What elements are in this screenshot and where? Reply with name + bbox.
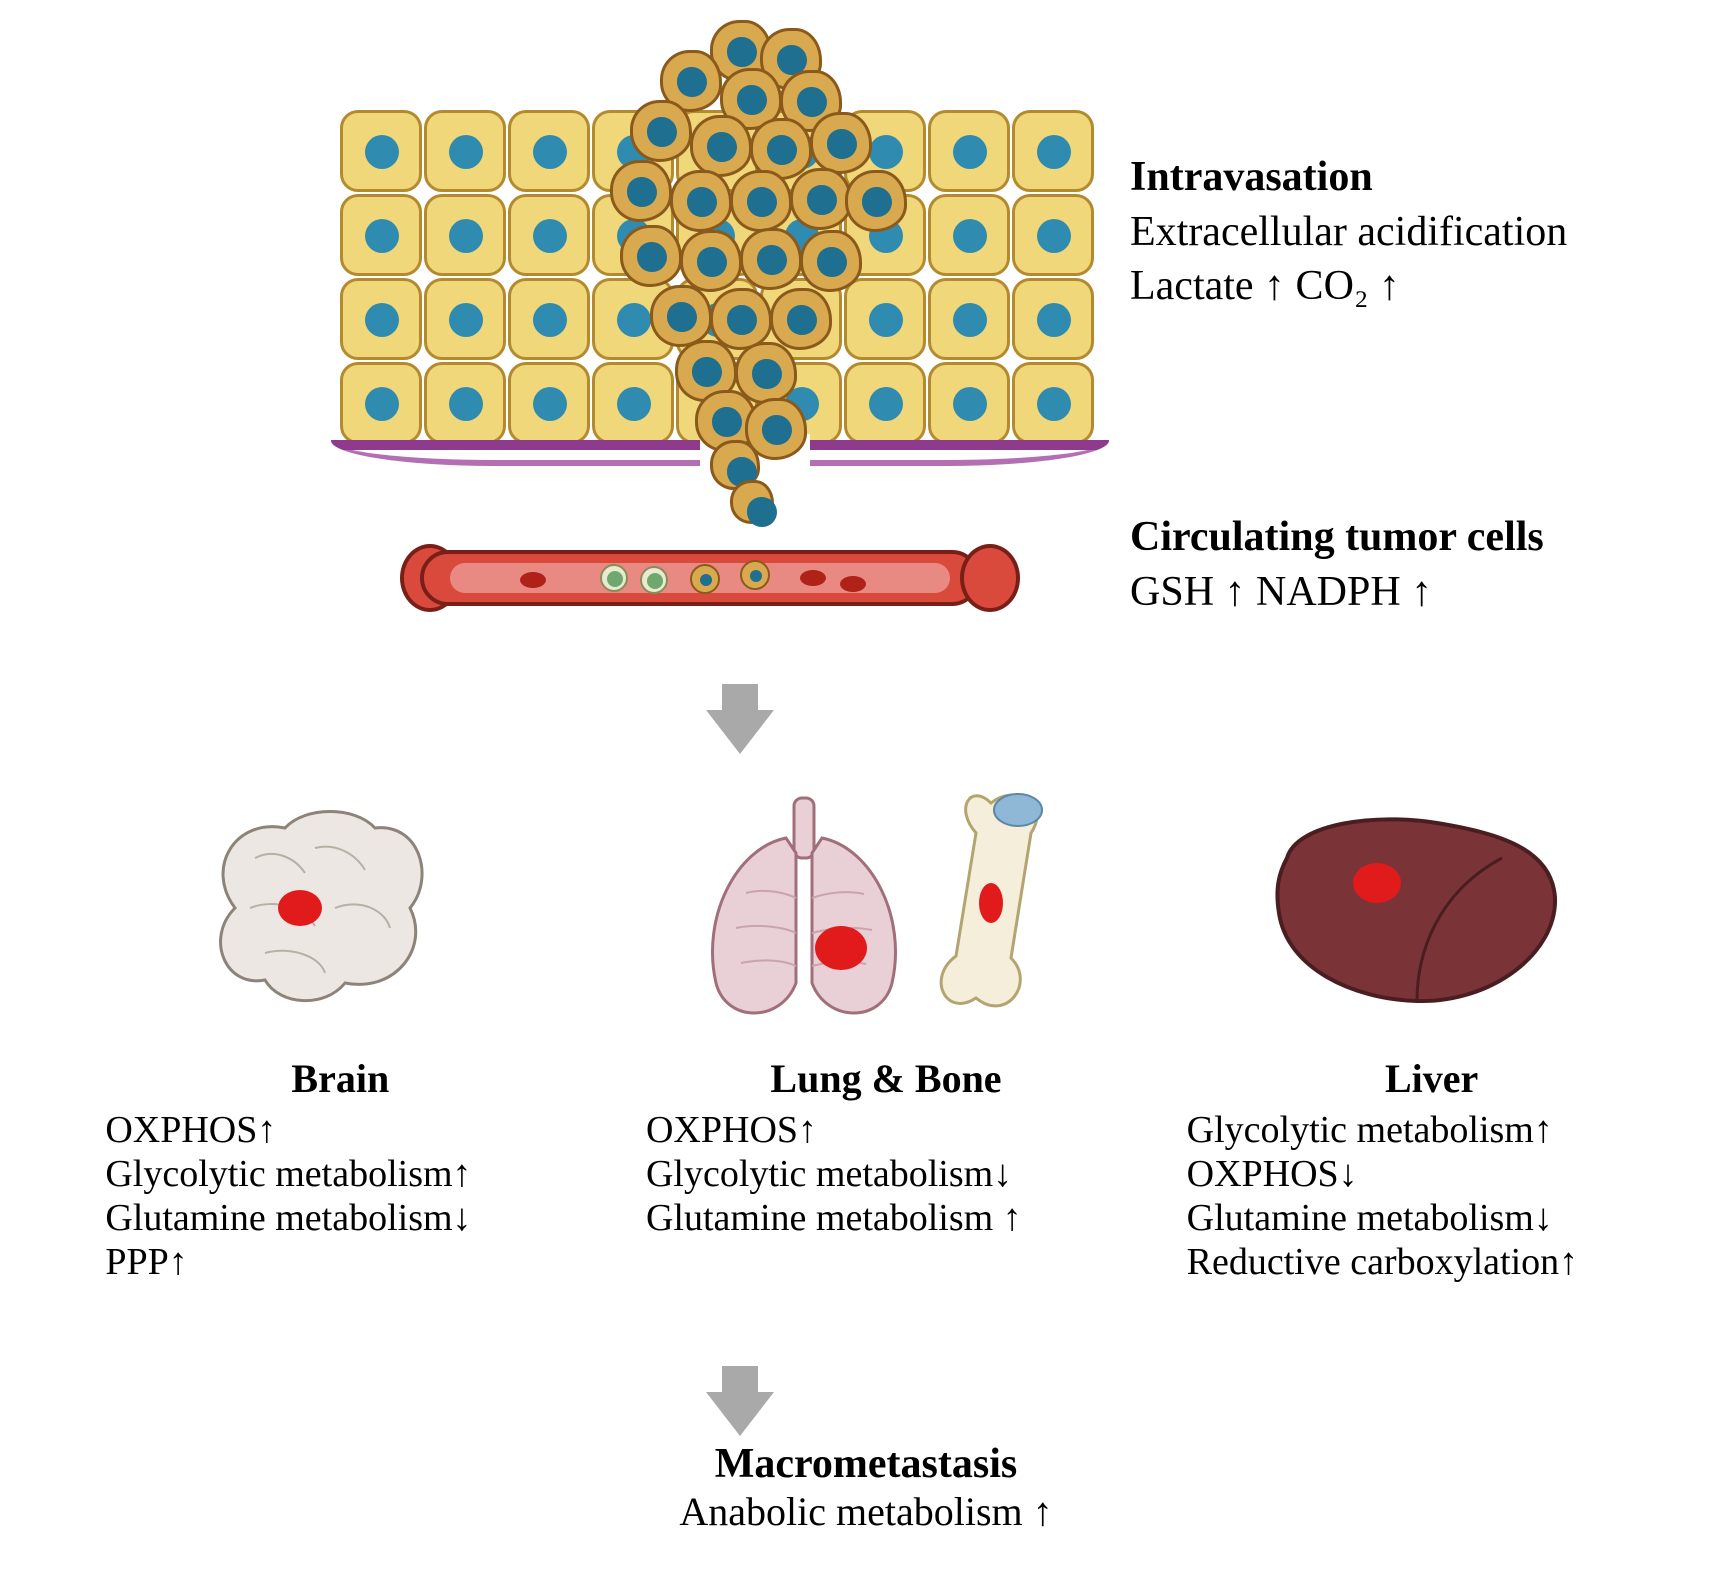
intravasation-illustration <box>340 20 1100 530</box>
intravasation-line-1: Extracellular acidification <box>1130 205 1567 260</box>
macrometastasis-line: Anabolic metabolism ↑ <box>0 1488 1732 1535</box>
intravasation-label-block: Intravasation Extracellular acidificatio… <box>1130 150 1567 314</box>
ctc-line-1: GSH ↑ NADPH ↑ <box>1130 565 1544 620</box>
lung-bone-illustration <box>606 788 1126 1033</box>
liver-title: Liver <box>1187 1055 1677 1102</box>
ctc-label-block: Circulating tumor cells GSH ↑ NADPH ↑ <box>1130 510 1544 619</box>
liver-label-block: Liver Glycolytic metabolism↑ OXPHOS↓ Glu… <box>1157 1055 1677 1284</box>
brain-line-3: Glutamine metabolism↓ <box>105 1196 575 1240</box>
flow-arrow-1-icon <box>706 710 774 754</box>
lung-bone-line-1: OXPHOS↑ <box>646 1108 1126 1152</box>
brain-title: Brain <box>105 1055 575 1102</box>
ctc-title: Circulating tumor cells <box>1130 510 1544 565</box>
lung-bone-label-block: Lung & Bone OXPHOS↑ Glycolytic metabolis… <box>606 1055 1126 1284</box>
brain-label-block: Brain OXPHOS↑ Glycolytic metabolism↑ Glu… <box>55 1055 575 1284</box>
brain-illustration <box>55 798 575 1023</box>
liver-line-4: Reductive carboxylation↑ <box>1187 1240 1677 1284</box>
liver-line-3: Glutamine metabolism↓ <box>1187 1196 1677 1240</box>
brain-line-2: Glycolytic metabolism↑ <box>105 1152 575 1196</box>
lung-bone-title: Lung & Bone <box>646 1055 1126 1102</box>
flow-arrow-2-icon <box>706 1392 774 1436</box>
liver-line-1: Glycolytic metabolism↑ <box>1187 1108 1677 1152</box>
macrometastasis-block: Macrometastasis Anabolic metabolism ↑ <box>0 1440 1732 1535</box>
lung-bone-line-2: Glycolytic metabolism↓ <box>646 1152 1126 1196</box>
liver-line-2: OXPHOS↓ <box>1187 1152 1677 1196</box>
organ-row <box>40 780 1692 1040</box>
intravasation-line-2: Lactate ↑ CO₂ ↑ <box>1130 259 1567 314</box>
blood-vessel <box>340 540 1100 620</box>
tumor-cluster <box>590 20 910 480</box>
lung-bone-line-3: Glutamine metabolism ↑ <box>646 1196 1126 1240</box>
brain-line-1: OXPHOS↑ <box>105 1108 575 1152</box>
brain-line-4: PPP↑ <box>105 1240 575 1284</box>
liver-illustration <box>1157 803 1677 1018</box>
organ-labels-row: Brain OXPHOS↑ Glycolytic metabolism↑ Glu… <box>40 1055 1692 1284</box>
intravasation-title: Intravasation <box>1130 150 1567 205</box>
macrometastasis-title: Macrometastasis <box>0 1440 1732 1488</box>
